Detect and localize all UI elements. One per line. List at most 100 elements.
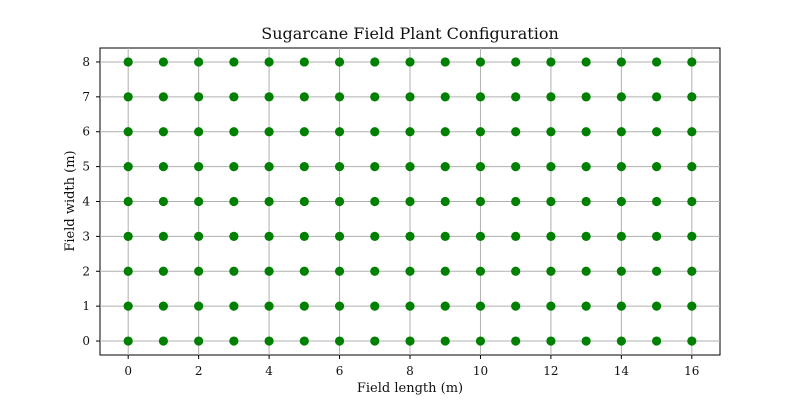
plant-point [617,92,626,101]
plant-point [124,127,133,136]
plant-point [194,57,203,66]
plant-point [194,197,203,206]
plant-point [229,267,238,276]
plant-point [546,57,555,66]
plant-point [687,302,696,311]
plant-point [617,267,626,276]
plant-point [370,92,379,101]
plant-point [370,162,379,171]
plant-point [194,232,203,241]
plant-point [617,162,626,171]
plant-point [124,162,133,171]
plant-point [687,197,696,206]
plant-point [229,127,238,136]
plant-point [652,302,661,311]
plant-point [335,267,344,276]
plant-point [511,127,520,136]
plant-point [229,197,238,206]
plant-point [441,267,450,276]
plant-point [476,92,485,101]
plant-point [335,336,344,345]
x-ticks-layer: 0 2 4 6 8 10 12 14 16 [124,355,699,378]
plant-point [687,57,696,66]
plant-point [229,336,238,345]
plant-point [159,127,168,136]
plant-point [687,336,696,345]
y-tick-label: 1 [82,299,90,313]
plant-point [159,92,168,101]
plant-point [194,127,203,136]
plant-point [159,302,168,311]
plant-point [370,127,379,136]
plant-point [441,197,450,206]
plant-point [582,57,591,66]
y-tick-label: 5 [82,160,90,174]
plant-point [405,92,414,101]
y-ticks-layer: 0 1 2 3 4 5 6 7 8 [82,55,100,348]
plant-point [546,302,555,311]
plant-point [194,162,203,171]
plant-point [335,162,344,171]
plant-point [511,267,520,276]
plant-point [441,92,450,101]
plant-point [159,232,168,241]
plant-point [617,232,626,241]
plant-point [405,336,414,345]
plant-point [511,232,520,241]
plant-point [476,127,485,136]
plant-point [511,57,520,66]
plant-point [617,302,626,311]
plant-point [582,92,591,101]
chart-title: Sugarcane Field Plant Configuration [261,24,559,43]
plant-point [124,57,133,66]
plant-point [405,267,414,276]
x-tick-label: 6 [336,364,344,378]
plant-point [300,162,309,171]
plant-point [264,127,273,136]
plant-point [124,92,133,101]
plant-point [582,302,591,311]
plant-point [405,127,414,136]
plant-point [370,302,379,311]
plant-point [476,232,485,241]
plant-point [124,267,133,276]
plant-point [264,267,273,276]
plant-point [229,92,238,101]
x-axis-label: Field length (m) [357,381,463,396]
x-tick-label: 14 [614,364,630,378]
plant-point [229,57,238,66]
plant-point [264,162,273,171]
plant-point [476,57,485,66]
plant-point [652,267,661,276]
plant-point [264,336,273,345]
y-tick-label: 0 [82,334,90,348]
plant-point [159,336,168,345]
plant-point [159,267,168,276]
plant-point [370,267,379,276]
plant-point [124,302,133,311]
plant-point [652,232,661,241]
plant-point [300,302,309,311]
plant-point [652,57,661,66]
plant-point [617,197,626,206]
y-tick-label: 4 [82,195,90,209]
plant-point [441,57,450,66]
plant-point [159,57,168,66]
plant-point [546,162,555,171]
plant-point [617,127,626,136]
plant-point [335,57,344,66]
plant-point [335,302,344,311]
plant-point [159,162,168,171]
x-tick-label: 12 [543,364,558,378]
plant-point [405,197,414,206]
plant-point [194,92,203,101]
plant-point [300,57,309,66]
plant-point [546,267,555,276]
plant-point [617,336,626,345]
plant-point [582,336,591,345]
plant-point [582,127,591,136]
plant-point [582,232,591,241]
plant-point [687,232,696,241]
plant-point [194,336,203,345]
